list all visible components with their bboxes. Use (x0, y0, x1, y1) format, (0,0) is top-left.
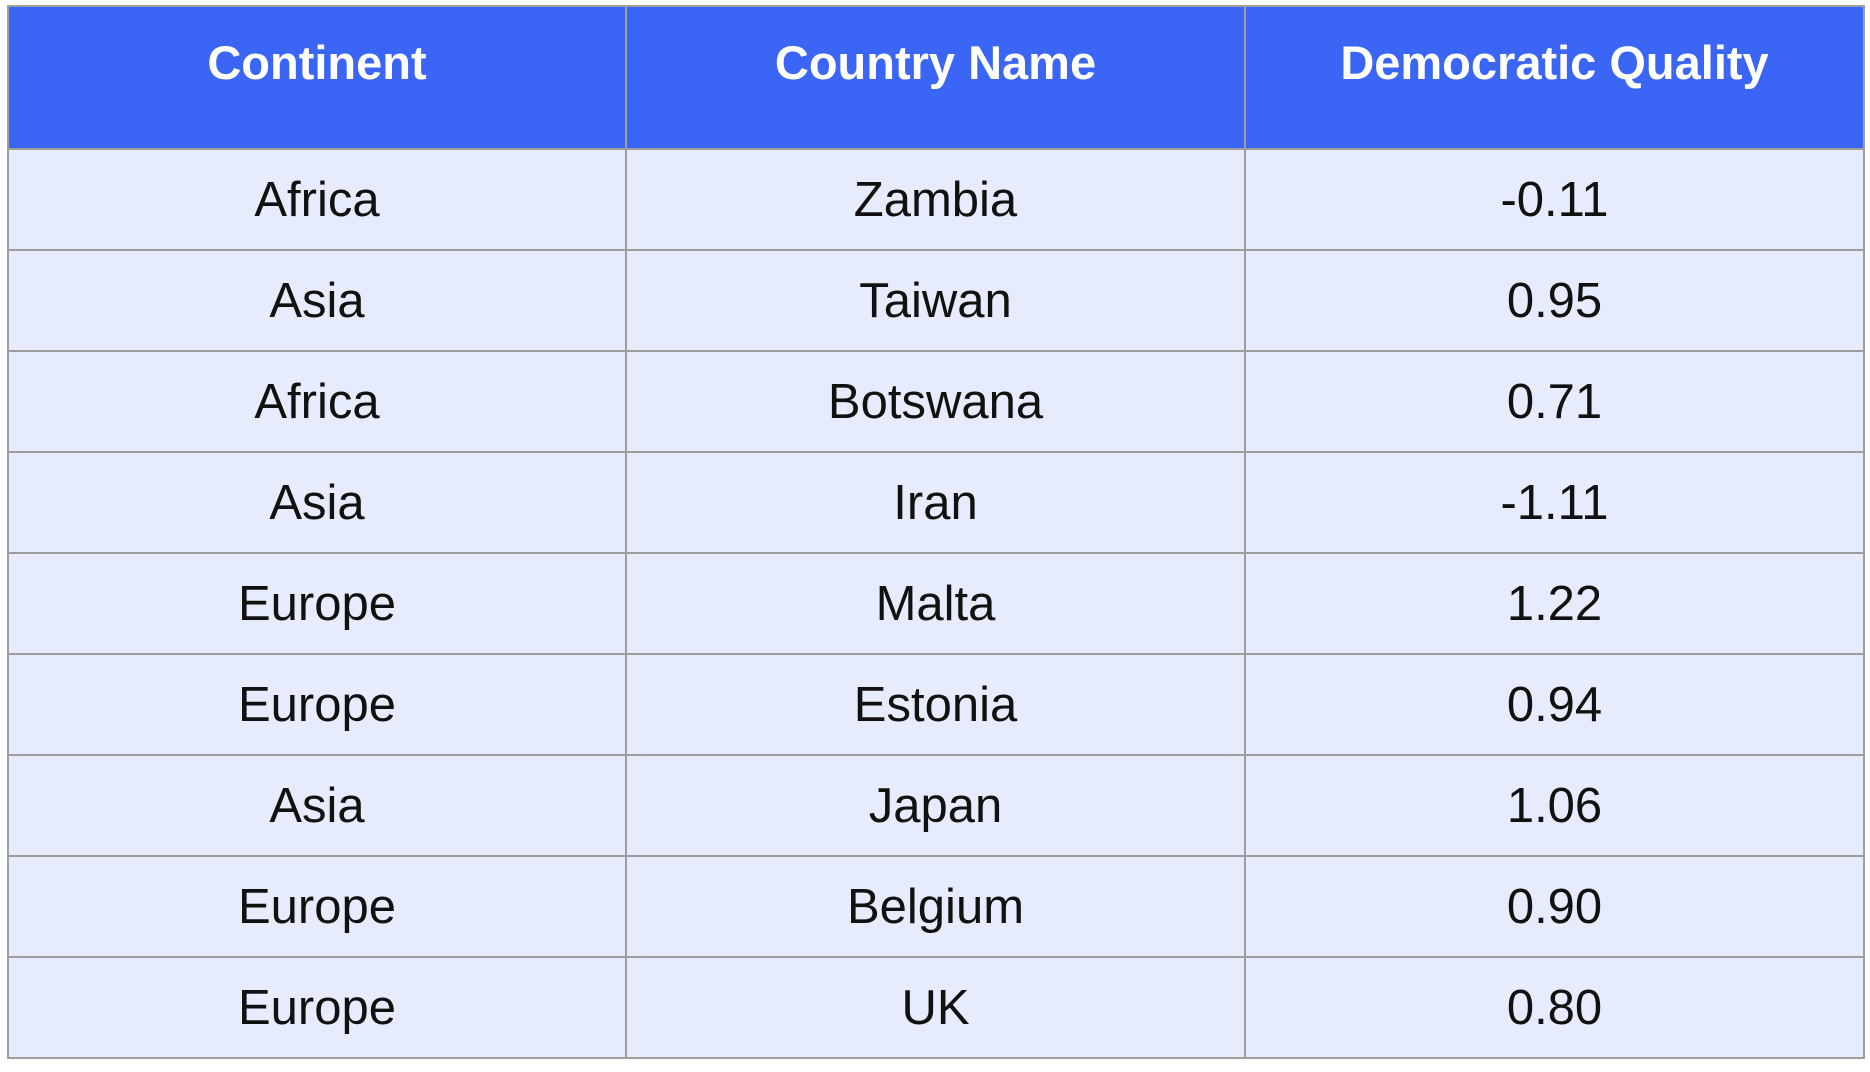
table-row: Europe Malta 1.22 (7, 552, 1865, 655)
democratic-quality-cell: 1.22 (1244, 552, 1865, 655)
country-name-cell: Zambia (625, 148, 1246, 251)
country-name-cell: UK (625, 956, 1246, 1059)
header-country-name: Country Name (625, 5, 1246, 150)
header-continent: Continent (7, 5, 627, 150)
continent-cell: Europe (7, 956, 627, 1059)
democratic-quality-cell: 1.06 (1244, 754, 1865, 857)
data-table: Continent Country Name Democratic Qualit… (7, 5, 1865, 1059)
continent-cell: Asia (7, 249, 627, 352)
table-row: Asia Taiwan 0.95 (7, 249, 1865, 352)
continent-cell: Europe (7, 552, 627, 655)
continent-cell: Europe (7, 653, 627, 756)
country-name-cell: Malta (625, 552, 1246, 655)
democratic-quality-cell: 0.95 (1244, 249, 1865, 352)
table-row: Europe Estonia 0.94 (7, 653, 1865, 756)
header-democratic-quality: Democratic Quality (1244, 5, 1865, 150)
country-name-cell: Estonia (625, 653, 1246, 756)
table-row: Africa Botswana 0.71 (7, 350, 1865, 453)
table-body: Africa Zambia -0.11 Asia Taiwan 0.95 Africa Bot… (7, 148, 1865, 1059)
country-name-cell: Belgium (625, 855, 1246, 958)
country-name-cell: Taiwan (625, 249, 1246, 352)
continent-cell: Africa (7, 350, 627, 453)
continent-cell: Asia (7, 451, 627, 554)
table-row: Asia Iran -1.11 (7, 451, 1865, 554)
table-header: Continent Country Name Democratic Qualit… (7, 5, 1865, 150)
table-row: Europe UK 0.80 (7, 956, 1865, 1059)
table-row: Africa Zambia -0.11 (7, 148, 1865, 251)
continent-cell: Africa (7, 148, 627, 251)
democratic-quality-cell: 0.90 (1244, 855, 1865, 958)
continent-cell: Europe (7, 855, 627, 958)
header-row: Continent Country Name Democratic Qualit… (7, 5, 1865, 150)
country-name-cell: Botswana (625, 350, 1246, 453)
table-row: Europe Belgium 0.90 (7, 855, 1865, 958)
table-row: Asia Japan 1.06 (7, 754, 1865, 857)
democratic-quality-cell: -0.11 (1244, 148, 1865, 251)
democratic-quality-cell: -1.11 (1244, 451, 1865, 554)
democratic-quality-cell: 0.71 (1244, 350, 1865, 453)
data-table-container: Continent Country Name Democratic Qualit… (7, 5, 1865, 1059)
continent-cell: Asia (7, 754, 627, 857)
democratic-quality-cell: 0.94 (1244, 653, 1865, 756)
democratic-quality-cell: 0.80 (1244, 956, 1865, 1059)
country-name-cell: Iran (625, 451, 1246, 554)
country-name-cell: Japan (625, 754, 1246, 857)
